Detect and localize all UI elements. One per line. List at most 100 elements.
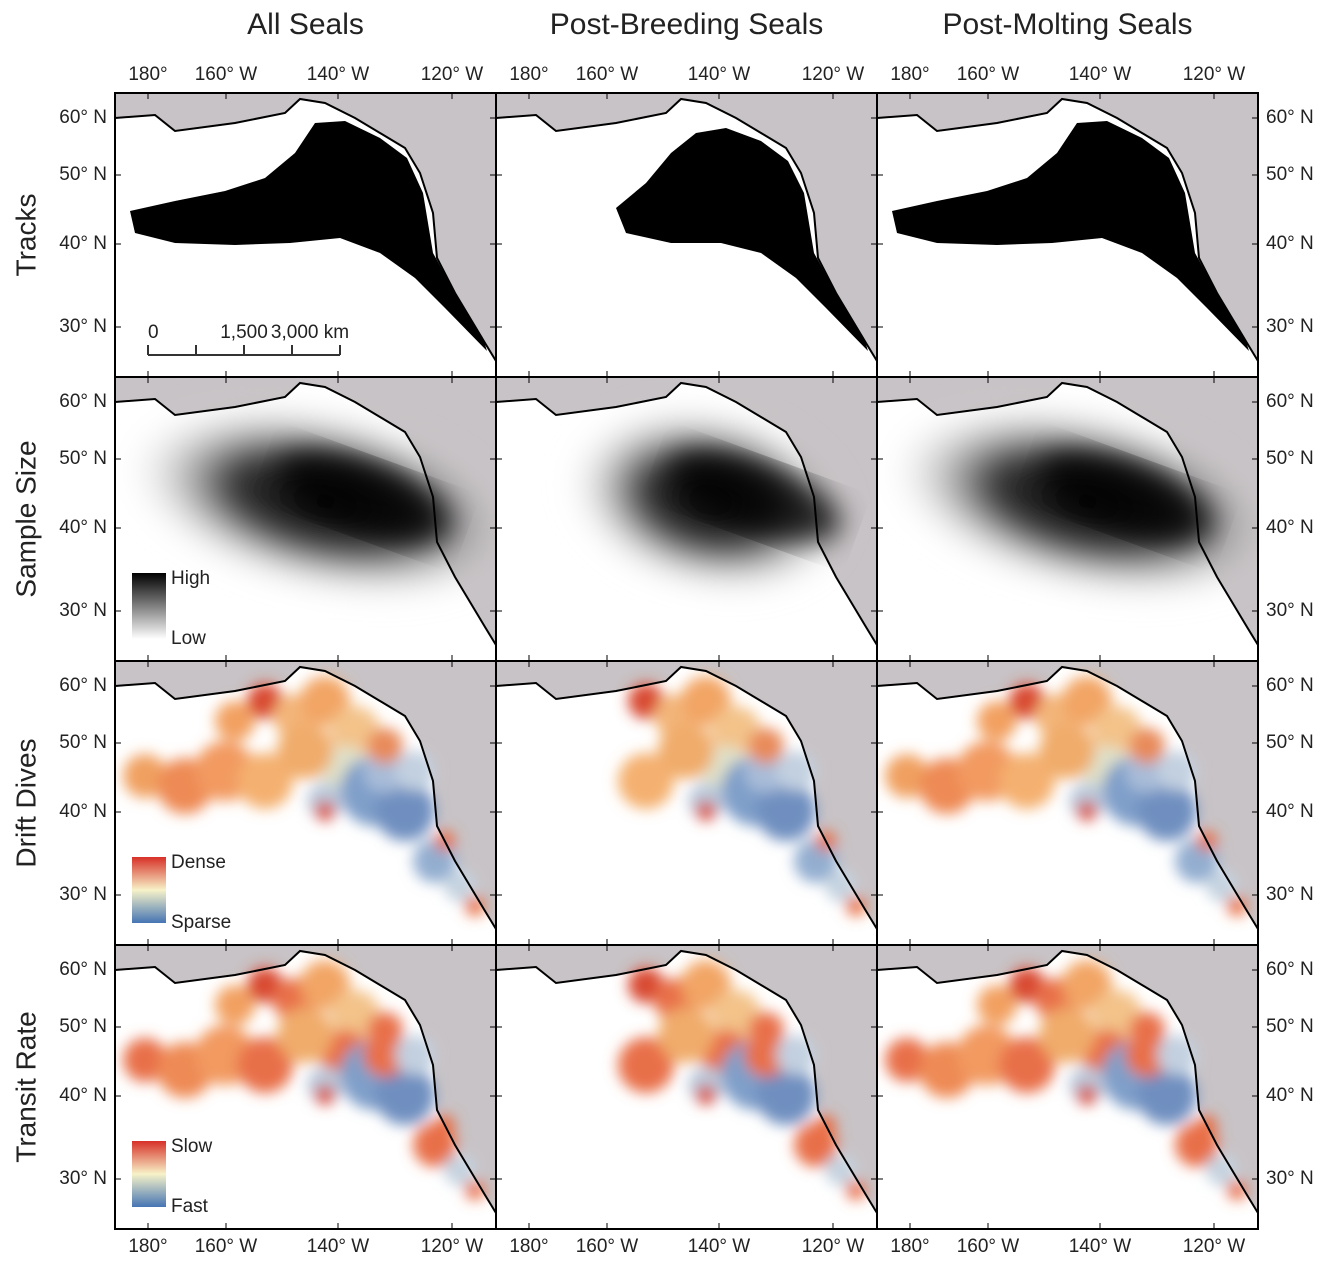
- longitude-label: 180°: [890, 1236, 929, 1257]
- scale-label: 3,000 km: [271, 322, 349, 343]
- surface-cell: [1077, 801, 1097, 821]
- map-panel: 60° N 50° N 40° N 30° N 0 1,500 3,000 km: [59, 92, 497, 378]
- latitude-label: 30° N: [59, 1168, 107, 1189]
- map-panel: [495, 92, 878, 378]
- surface-cell: [1077, 1085, 1097, 1105]
- longitude-label: 160° W: [195, 64, 258, 85]
- surface-cell: [444, 1154, 476, 1186]
- surface: [885, 960, 1247, 1200]
- coastline: [115, 381, 496, 646]
- column-title: Post-Molting Seals: [942, 8, 1192, 41]
- ocean: [496, 667, 877, 945]
- panel-content: [496, 93, 877, 377]
- latitude-label: 30° N: [1266, 316, 1314, 337]
- map-panel: 60° N 50° N 40° N 30° N Dense Sparse: [59, 660, 497, 946]
- surface-cell: [215, 985, 255, 1025]
- density-core: [1041, 451, 1213, 543]
- surface-cell: [123, 1038, 167, 1082]
- longitude-label: 160° W: [957, 64, 1020, 85]
- latitude-label: 50° N: [59, 164, 107, 185]
- surface-cell: [1137, 781, 1197, 841]
- coastline: [877, 97, 1258, 362]
- row-label: Transit Rate: [10, 1011, 41, 1162]
- surface-cell: [658, 723, 714, 779]
- ocean: [877, 951, 1258, 1229]
- surface-cell: [1157, 1035, 1197, 1075]
- surface-cell: [123, 754, 167, 798]
- surface-cell: [237, 1037, 293, 1093]
- latitude-label: 40° N: [1266, 517, 1314, 538]
- surface-cell: [756, 781, 816, 841]
- longitude-label: 120° W: [1183, 64, 1246, 85]
- surface-cell: [696, 1085, 716, 1105]
- map-panel: 60° N 50° N 40° N 30° N High Low: [59, 376, 497, 662]
- row-label: Drift Dives: [10, 738, 41, 867]
- surface-cell: [367, 728, 403, 764]
- latitude-label: 40° N: [59, 233, 107, 254]
- row-label: Tracks: [10, 194, 41, 277]
- longitude-label: 120° W: [421, 1236, 484, 1257]
- panel-frame: [876, 944, 1259, 1230]
- surface: [123, 676, 485, 916]
- ocean: [115, 951, 496, 1229]
- latitude-label: 50° N: [1266, 448, 1314, 469]
- surface-cell: [277, 1007, 333, 1063]
- latitude-label: 60° N: [59, 959, 107, 980]
- legend-ramp: [132, 857, 166, 923]
- latitude-label: 30° N: [1266, 600, 1314, 621]
- latitude-label: 60° N: [1266, 391, 1314, 412]
- legend-ramp: [132, 1141, 166, 1207]
- density-core: [670, 451, 842, 543]
- density-core: [279, 451, 451, 543]
- scale-label: 0: [148, 322, 159, 343]
- surface-cell: [395, 1035, 435, 1075]
- longitude-label: 160° W: [957, 1236, 1020, 1257]
- panel-content: [115, 661, 496, 945]
- legend: Dense Sparse: [132, 852, 231, 933]
- row-label: Sample Size: [10, 440, 41, 597]
- surface-cell: [1129, 728, 1165, 764]
- latitude-label: 30° N: [59, 884, 107, 905]
- longitude-label: 180°: [128, 64, 167, 85]
- coastline: [115, 97, 496, 362]
- latitude-label: 50° N: [1266, 164, 1314, 185]
- surface-cell: [444, 870, 476, 902]
- surface-cell: [375, 1065, 435, 1125]
- panel-content: [877, 661, 1258, 945]
- map-panel: 60° N 50° N 40° N 30° N: [876, 92, 1314, 378]
- surface-cell: [977, 701, 1017, 741]
- map-panel: [495, 660, 878, 946]
- legend: High Low: [132, 568, 210, 649]
- map-panel: 60° N 50° N 40° N 30° N: [876, 376, 1314, 662]
- latitude-label: 40° N: [59, 1085, 107, 1106]
- panel-content: [496, 377, 877, 661]
- legend-high: Slow: [171, 1136, 212, 1157]
- surface-cell: [1039, 723, 1095, 779]
- column-title: All Seals: [247, 8, 364, 41]
- legend-low: Sparse: [171, 912, 231, 933]
- surface-cell: [658, 1007, 714, 1063]
- latitude-label: 40° N: [1266, 801, 1314, 822]
- surface-cell: [776, 751, 816, 791]
- map-panel: [495, 944, 878, 1230]
- latitude-label: 50° N: [1266, 1016, 1314, 1037]
- map-panel: [495, 376, 878, 662]
- coastline: [496, 97, 877, 362]
- scale-bar: 0 1,500 3,000 km: [147, 322, 349, 356]
- legend-high: Dense: [171, 852, 226, 873]
- latitude-label: 40° N: [1266, 1085, 1314, 1106]
- surface-cell: [1206, 1154, 1238, 1186]
- coastline: [877, 665, 1258, 930]
- surface: [885, 676, 1247, 916]
- longitude-label: 180°: [128, 1236, 167, 1257]
- latitude-label: 50° N: [59, 732, 107, 753]
- surface-cell: [1129, 1012, 1165, 1048]
- latitude-label: 30° N: [1266, 1168, 1314, 1189]
- surface-cell: [1157, 751, 1197, 791]
- latitude-label: 60° N: [59, 391, 107, 412]
- legend: Slow Fast: [132, 1136, 212, 1217]
- surface-cell: [375, 781, 435, 841]
- surface-cell: [885, 754, 929, 798]
- surface-cell: [977, 985, 1017, 1025]
- coastline: [877, 949, 1258, 1214]
